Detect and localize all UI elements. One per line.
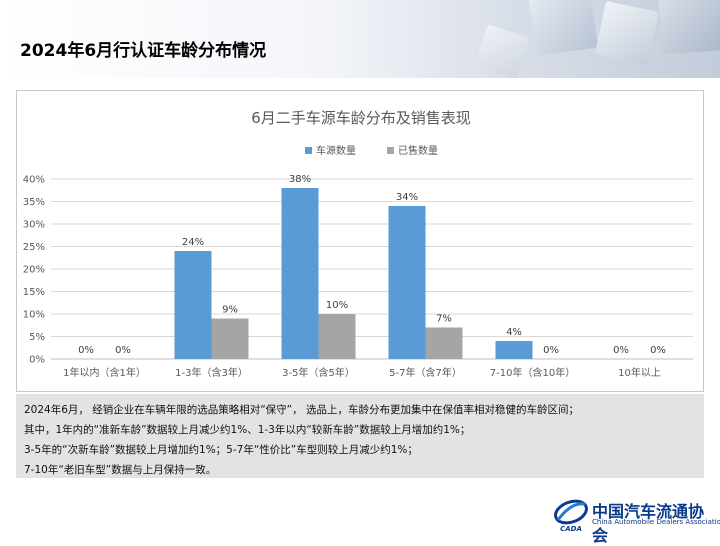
decor-cube (527, 0, 599, 57)
y-tick-label: 40% (23, 175, 45, 186)
y-axis-ticks: 0% 5% 10% 15% 20% 25% 30% 35% 40% (23, 175, 45, 366)
data-label: 10% (326, 300, 348, 311)
decor-cube (594, 0, 660, 66)
chart-title: 6月二手车源车龄分布及销售表现 (251, 109, 471, 127)
y-tick-label: 10% (23, 310, 45, 321)
data-label: 0% (613, 345, 629, 356)
note-line: 3-5年的“次新车龄”数据较上月增加约1%；5-7年“性价比”车型则较上月减少约… (24, 444, 418, 456)
data-label: 0% (543, 345, 559, 356)
bars (174, 188, 533, 359)
y-tick-label: 35% (23, 197, 45, 208)
x-axis-ticks: 1年以内（含1年） 1-3年（含3年） 3-5年（含5年） 5-7年（含7年） 7-10… (63, 366, 661, 379)
legend-swatch (305, 147, 312, 154)
bar-0-2 (281, 188, 319, 359)
x-tick-label: 3-5年（含5年） (282, 366, 355, 379)
data-labels: 0% 0% 24% 9% 38% 10% 34% 7% 4% 0% 0% 0% (78, 174, 666, 356)
y-tick-label: 25% (23, 242, 45, 253)
bar-0-3 (388, 206, 426, 359)
bar-chart: 6月二手车源车龄分布及销售表现 车源数量 已售数量 0% 5% 10% 15% 20% 25… (23, 109, 693, 379)
page-title: 2024年6月行认证车龄分布情况 (20, 41, 267, 61)
y-tick-label: 15% (23, 287, 45, 298)
x-tick-label: 10年以上 (618, 366, 661, 379)
legend-label: 车源数量 (316, 144, 356, 157)
logo-mark-text: CADA (560, 525, 582, 533)
decor-cube (657, 0, 720, 55)
legend-label: 已售数量 (398, 144, 438, 157)
notes-box: 2024年6月， 经销企业在车辆年限的选品策略相对“保守”， 选品上，车龄分布更… (16, 394, 704, 478)
data-label: 9% (222, 305, 238, 316)
chart-container: 6月二手车源车龄分布及销售表现 车源数量 已售数量 0% 5% 10% 15% 20% 25… (16, 90, 704, 392)
x-tick-label: 7-10年（含10年） (490, 366, 575, 379)
data-label: 38% (289, 174, 311, 185)
y-tick-label: 20% (23, 265, 45, 276)
y-tick-label: 5% (29, 332, 45, 343)
data-label: 4% (506, 327, 522, 338)
legend-swatch (387, 147, 394, 154)
grid-lines (51, 178, 693, 360)
data-label: 0% (78, 345, 94, 356)
x-tick-label: 1-3年（含3年） (175, 366, 248, 379)
bar-0-4 (495, 341, 533, 359)
note-line: 2024年6月， 经销企业在车辆年限的选品策略相对“保守”， 选品上，车龄分布更… (24, 404, 579, 416)
logo-mark-icon: CADA (554, 499, 588, 533)
x-tick-label: 1年以内（含1年） (63, 366, 146, 379)
bar-1-1 (211, 318, 249, 359)
association-logo: CADA 中国汽车流通协会 China Automobile Dealers A… (552, 494, 720, 545)
y-tick-label: 30% (23, 220, 45, 231)
bar-0-1 (174, 251, 212, 359)
data-label: 7% (436, 314, 452, 325)
data-label: 24% (182, 237, 204, 248)
chart-legend: 车源数量 已售数量 (305, 144, 438, 157)
data-label: 0% (650, 345, 666, 356)
x-tick-label: 5-7年（含7年） (389, 366, 462, 379)
data-label: 34% (396, 192, 418, 203)
decor-cube (474, 24, 530, 78)
note-line: 其中，1年内的“准新车龄”数据较上月减少约1%、1-3年以内“较新车龄”数据较上… (24, 424, 471, 436)
header-banner: 2024年6月行认证车龄分布情况 (0, 0, 720, 78)
logo-name-en: China Automobile Dealers Association (592, 518, 720, 526)
note-line: 7-10年“老旧车型”数据与上月保持一致。 (24, 464, 217, 476)
bar-1-2 (318, 314, 356, 359)
bar-1-3 (425, 327, 463, 359)
data-label: 0% (115, 345, 131, 356)
y-tick-label: 0% (29, 355, 45, 366)
